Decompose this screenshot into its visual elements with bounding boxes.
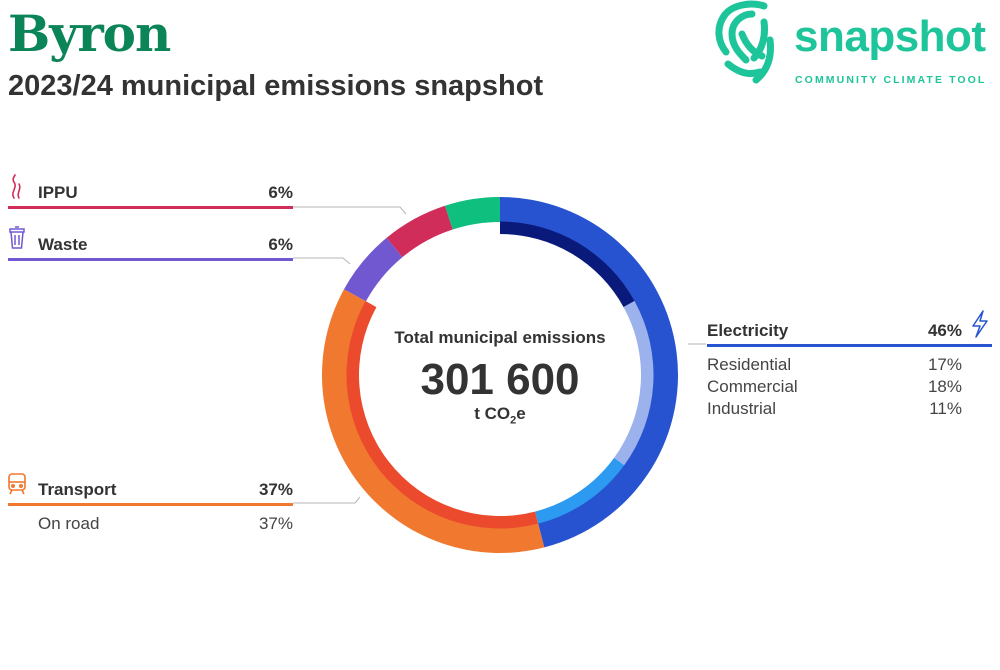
subcategory-percent: 17%	[927, 355, 962, 374]
page-subtitle: 2023/24 municipal emissions snapshot	[8, 70, 544, 102]
outer-ring	[322, 197, 678, 553]
subcategory-row: Commercial 18%	[707, 375, 992, 397]
category-underline	[8, 258, 293, 261]
slice-transport	[322, 289, 545, 553]
slice-electricity	[500, 197, 678, 548]
subcategory-row: Industrial 11%	[707, 397, 992, 419]
category-underline	[8, 503, 293, 506]
logo-wordmark: snapshot	[794, 12, 986, 61]
subcategory-name: On road	[38, 514, 100, 533]
snapshot-logo: snapshot COMMUNITY CLIMATE TOOL	[712, 0, 1000, 90]
legend-ippu: IPPU 6%	[8, 180, 293, 209]
slice-ippu	[386, 205, 453, 258]
logo-tagline: COMMUNITY CLIMATE TOOL	[795, 74, 987, 86]
subslice-electricity-commercial	[614, 301, 654, 466]
unit-subscript: 2	[510, 414, 517, 427]
subcategory-name: Commercial	[707, 377, 798, 396]
leader-lines	[293, 206, 706, 504]
total-emissions-unit: t CO2e	[380, 404, 620, 426]
subcategory-percent: 18%	[927, 377, 962, 396]
subcategory-name: Residential	[707, 355, 792, 374]
leader-transport	[293, 496, 361, 504]
subcategory-row: On road 37%	[8, 512, 293, 534]
train-icon	[8, 473, 26, 495]
slice-other	[444, 197, 500, 230]
subcategory-percent: 11%	[929, 399, 962, 418]
fingerprint-swirl-icon	[715, 0, 774, 84]
leader-ippu	[293, 206, 407, 215]
legend-electricity: Electricity 46% Residential 17% Commerci…	[707, 318, 992, 419]
subcategory-row: Residential 17%	[707, 353, 992, 375]
category-name: IPPU	[38, 183, 78, 202]
subslice-transport-on-road	[346, 301, 539, 529]
lightning-icon	[972, 310, 988, 338]
category-percent: 6%	[268, 183, 293, 202]
slice-waste	[344, 237, 403, 302]
center-label: Total municipal emissions	[394, 328, 606, 347]
total-emissions-value: 301 600	[420, 355, 580, 404]
category-percent: 46%	[927, 321, 962, 340]
category-percent: 6%	[268, 235, 293, 254]
category-percent: 37%	[258, 480, 293, 499]
subslice-electricity-residential	[500, 221, 635, 308]
category-name: Waste	[38, 235, 88, 254]
category-underline	[707, 344, 992, 347]
leader-waste	[293, 257, 351, 265]
inner-ring	[346, 221, 654, 529]
unit-prefix: t CO	[474, 404, 511, 423]
smoke-icon	[12, 174, 21, 199]
category-underline	[8, 206, 293, 209]
page-title: Byron	[8, 4, 171, 63]
category-name: Electricity	[707, 321, 789, 340]
category-name: Transport	[38, 480, 117, 499]
subcategory-name: Industrial	[707, 399, 776, 418]
legend-waste: Waste 6%	[8, 232, 293, 261]
trash-icon	[9, 226, 25, 249]
unit-suffix: e	[516, 404, 526, 423]
subslice-electricity-industrial	[535, 457, 625, 524]
subcategory-percent: 37%	[258, 514, 293, 533]
legend-transport: Transport 37% On road 37%	[8, 477, 293, 534]
